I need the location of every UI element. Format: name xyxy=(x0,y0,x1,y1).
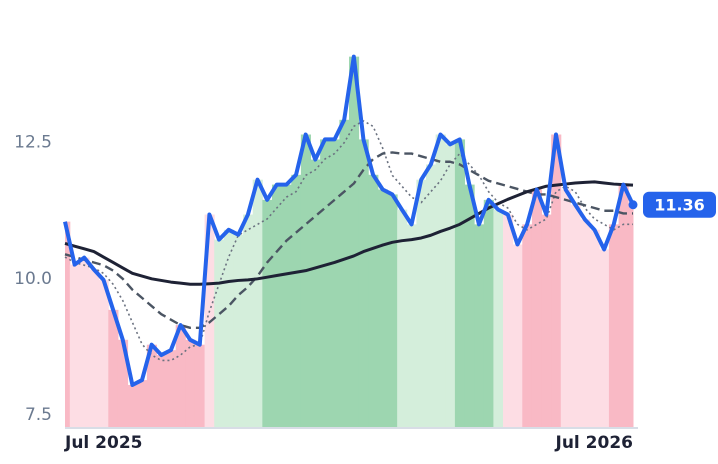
regime-area xyxy=(493,209,504,428)
regime-area xyxy=(599,249,610,428)
regime-area xyxy=(503,214,514,428)
regime-area xyxy=(243,214,254,428)
regime-area xyxy=(349,56,360,428)
y-tick-label: 7.5 xyxy=(25,405,52,425)
regime-area xyxy=(339,119,350,428)
regime-area xyxy=(89,269,100,428)
x-tick-label: Jul 2026 xyxy=(555,433,634,453)
y-tick-label: 12.5 xyxy=(14,133,52,153)
last-value-label: 11.36 xyxy=(654,195,705,214)
regime-area xyxy=(580,219,591,428)
regime-area xyxy=(79,257,90,428)
regime-area xyxy=(512,244,523,428)
regime-area xyxy=(560,189,571,428)
regime-area xyxy=(310,159,321,428)
regime-area xyxy=(474,224,485,428)
regime-area xyxy=(223,229,234,428)
regime-area xyxy=(397,209,408,428)
regime-area xyxy=(194,344,206,428)
regime-area xyxy=(214,239,225,428)
series-line xyxy=(63,54,635,387)
regime-area xyxy=(300,134,311,428)
regime-area xyxy=(98,279,109,428)
regime-area xyxy=(541,214,552,428)
regime-area xyxy=(69,264,80,428)
regime-area xyxy=(608,224,620,428)
regime-area xyxy=(262,199,273,428)
regime-area xyxy=(281,184,292,428)
regime-area xyxy=(271,184,283,428)
regime-area xyxy=(368,174,379,428)
regime-area xyxy=(65,221,71,428)
y-tick-label: 10.0 xyxy=(14,269,52,289)
regime-area xyxy=(137,380,148,428)
regime-area xyxy=(406,224,417,428)
regime-area xyxy=(522,224,533,428)
regime-area xyxy=(426,164,437,428)
regime-area xyxy=(156,355,167,428)
regime-area xyxy=(454,139,466,428)
regime-area xyxy=(387,194,398,428)
regime-area xyxy=(127,384,138,428)
regime-area xyxy=(628,204,634,428)
last-point xyxy=(628,200,638,210)
regime-area xyxy=(233,234,244,428)
regime-area xyxy=(146,344,157,428)
regime-area xyxy=(108,309,119,428)
regime-area xyxy=(531,189,543,428)
regime-area xyxy=(589,229,600,428)
regime-area xyxy=(435,134,446,428)
regime-area xyxy=(377,189,389,428)
regime-area xyxy=(464,184,475,428)
regime-area xyxy=(483,199,494,428)
regime-area xyxy=(175,325,186,428)
regime-area xyxy=(320,139,331,428)
regime-area xyxy=(416,179,427,428)
x-tick-label: Jul 2025 xyxy=(64,433,143,453)
series-line xyxy=(64,120,633,362)
regime-area xyxy=(185,339,196,428)
regime-area xyxy=(252,179,263,428)
regime-area xyxy=(445,144,456,428)
regime-area xyxy=(358,139,369,428)
regime-area xyxy=(117,339,129,428)
regime-area xyxy=(551,134,562,428)
regime-area xyxy=(291,174,302,428)
regime-area xyxy=(570,204,581,428)
last-value-badge xyxy=(643,191,716,218)
regime-area xyxy=(618,184,629,428)
regime-area xyxy=(166,350,177,428)
regime-area xyxy=(329,139,340,428)
